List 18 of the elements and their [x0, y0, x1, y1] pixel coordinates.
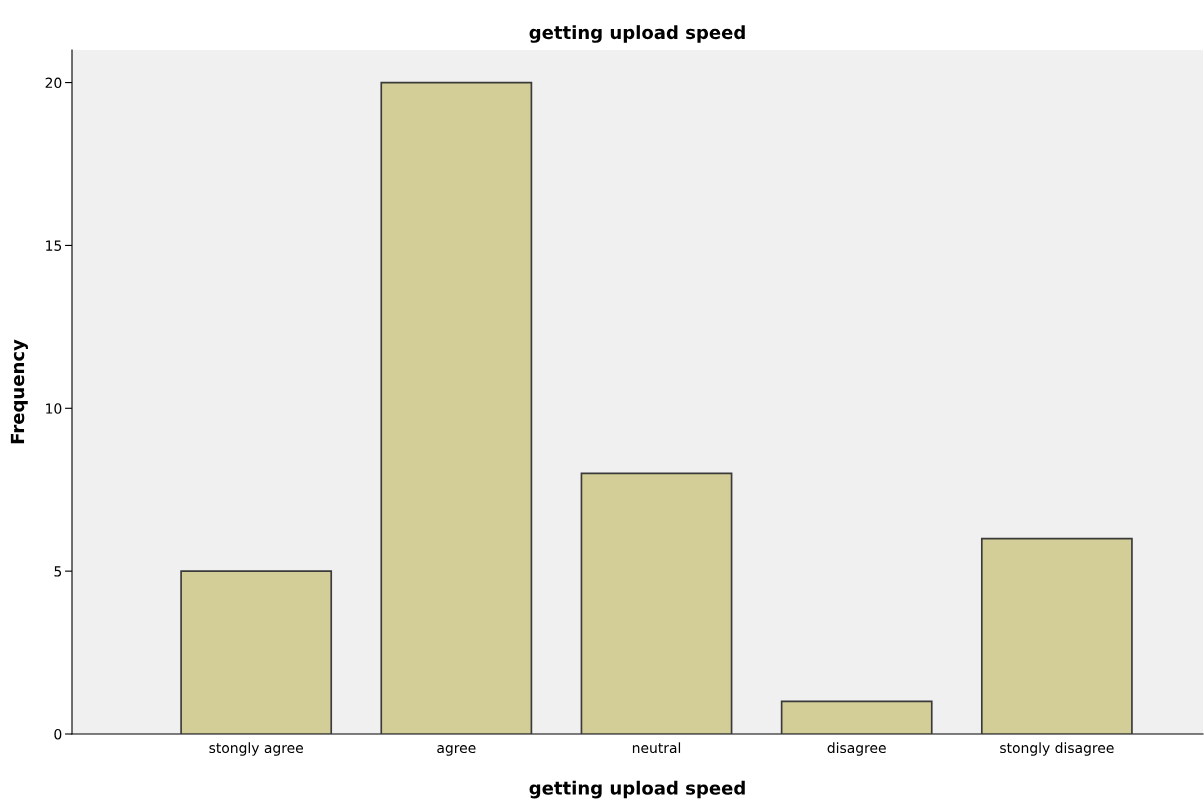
bar: [780, 700, 933, 734]
y-axis-title: Frequency: [10, 339, 28, 444]
y-tick-label: 0: [54, 728, 62, 740]
y-tick-label: 15: [46, 240, 62, 251]
bar: [180, 570, 333, 734]
x-tick-label: neutral: [632, 742, 681, 754]
x-tick-label: stongly disagree: [1000, 742, 1114, 756]
bar: [980, 537, 1133, 734]
x-tick-label: disagree: [827, 742, 886, 756]
y-tick-label: 5: [54, 566, 62, 577]
x-tick-label: agree: [437, 745, 476, 756]
x-axis-title: getting upload speed: [529, 780, 745, 799]
y-tick-label: 10: [46, 403, 62, 414]
y-tick-label: 20: [45, 77, 62, 89]
bar: [380, 81, 533, 734]
chart-title: getting upload speed: [529, 25, 745, 43]
bar: [580, 472, 733, 734]
x-tick-label: stongly agree: [209, 742, 303, 756]
